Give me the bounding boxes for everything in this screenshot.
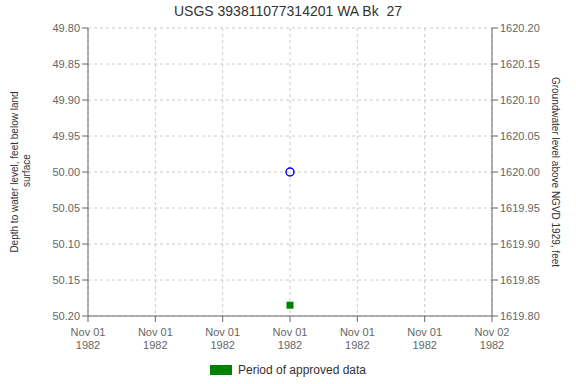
svg-text:1620.00: 1620.00 (500, 166, 540, 178)
svg-text:50.15: 50.15 (52, 274, 80, 286)
svg-text:Nov 011982: Nov 011982 (407, 326, 442, 351)
html-text:USGS 393811077314201 WA Bk 27: USGS 393811077314201 WA Bk 27 (174, 3, 402, 19)
svg-text:1619.85: 1619.85 (500, 274, 540, 286)
svg-text:1619.80: 1619.80 (500, 310, 540, 322)
svg-text:1620.20: 1620.20 (500, 22, 540, 34)
svg-text:49.90: 49.90 (52, 94, 80, 106)
svg-text:Nov 021982: Nov 021982 (475, 326, 510, 351)
svg-text:1620.05: 1620.05 (500, 130, 540, 142)
svg-text:1620.10: 1620.10 (500, 94, 540, 106)
svg-text:50.20: 50.20 (52, 310, 80, 322)
svg-text:50.10: 50.10 (52, 238, 80, 250)
svg-text:Depth to water level, feet bel: Depth to water level, feet below land su… (9, 91, 32, 252)
svg-text:50.00: 50.00 (52, 166, 80, 178)
svg-text:49.85: 49.85 (52, 58, 80, 70)
html-text:Period of approved data: Period of approved data (238, 363, 366, 377)
svg-text:Nov 011982: Nov 011982 (340, 326, 375, 351)
svg-text:1619.90: 1619.90 (500, 238, 540, 250)
svg-text:49.95: 49.95 (52, 130, 80, 142)
svg-text:Nov 011982: Nov 011982 (205, 326, 240, 351)
svg-text:Groundwater level above NGVD 1: Groundwater level above NGVD 1929, feet (550, 77, 561, 267)
svg-text:50.05: 50.05 (52, 202, 80, 214)
svg-text:Nov 011982: Nov 011982 (71, 326, 106, 351)
svg-text:1620.15: 1620.15 (500, 58, 540, 70)
svg-text:Nov 011982: Nov 011982 (138, 326, 173, 351)
svg-text:1619.95: 1619.95 (500, 202, 540, 214)
svg-text:Nov 011982: Nov 011982 (273, 326, 308, 351)
svg-text:49.80: 49.80 (52, 22, 80, 34)
